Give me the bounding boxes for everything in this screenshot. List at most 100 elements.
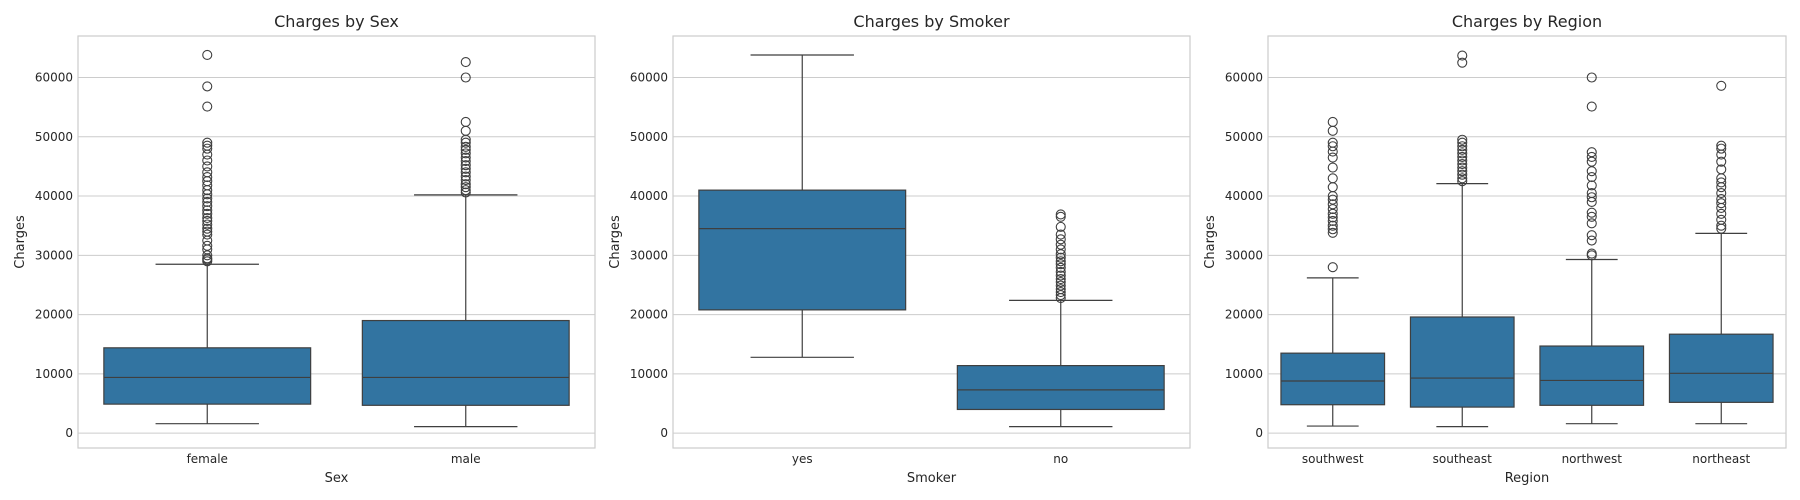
outlier-point — [1586, 207, 1597, 218]
outlier-point — [1055, 262, 1066, 273]
iqr-box — [698, 189, 907, 311]
x-tick-label-southeast: southeast — [1433, 452, 1492, 466]
outlier-point — [1055, 274, 1066, 285]
x-tick-label-northwest: northwest — [1562, 452, 1623, 466]
outlier-point — [1716, 80, 1727, 91]
y-tick-label: 10000 — [35, 367, 73, 381]
outlier-point — [1716, 198, 1727, 209]
outlier-point — [460, 167, 471, 178]
y-tick-label: 0 — [660, 426, 668, 440]
y-tick-label: 60000 — [630, 70, 668, 84]
y-tick-label: 20000 — [35, 308, 73, 322]
box-northeast — [1668, 80, 1774, 425]
box-southwest — [1280, 116, 1386, 427]
outlier-point — [1586, 180, 1597, 191]
chart-panel-3: 0 10000 20000 30000 40000 50000 60000 southwest… — [1203, 12, 1787, 486]
chart-title: Charges by Region — [1452, 12, 1602, 31]
outlier-point — [202, 101, 213, 112]
outlier-point — [460, 116, 471, 128]
outlier-point — [1327, 227, 1338, 238]
outlier-point — [202, 223, 213, 234]
outlier-point — [1457, 151, 1468, 162]
outlier-point — [202, 155, 213, 166]
outlier-point — [1327, 137, 1338, 148]
outlier-point — [1457, 162, 1468, 173]
x-tick-label-no: no — [1053, 452, 1068, 466]
outlier-point — [1586, 101, 1597, 112]
outlier-point — [1716, 208, 1727, 219]
outlier-point — [202, 167, 213, 178]
iqr-box — [1280, 352, 1386, 406]
outlier-point — [1457, 176, 1468, 187]
y-axis-label: Charges — [608, 215, 623, 269]
y-tick-label: 40000 — [1225, 189, 1263, 203]
outlier-point — [1716, 188, 1727, 199]
y-tick-label: 50000 — [630, 130, 668, 144]
outlier-point — [1716, 177, 1727, 188]
outlier-point — [460, 72, 471, 83]
iqr-box — [1668, 333, 1774, 403]
outlier-point — [1457, 166, 1468, 177]
outlier-point — [460, 156, 471, 167]
y-tick-label: 20000 — [1225, 308, 1263, 322]
outlier-point — [1055, 266, 1066, 277]
outlier-point — [1457, 158, 1468, 170]
outlier-point — [1055, 276, 1066, 288]
outlier-point — [1055, 284, 1066, 295]
outlier-point — [202, 208, 213, 219]
outlier-point — [1327, 141, 1338, 152]
y-tick-label: 30000 — [1225, 248, 1263, 262]
outlier-point — [460, 144, 471, 155]
outlier-point — [1457, 169, 1468, 180]
outlier-point — [202, 143, 213, 154]
outlier-point — [202, 193, 213, 204]
x-tick-label-southwest: southwest — [1302, 452, 1364, 466]
outlier-point — [1586, 188, 1597, 199]
outlier-point — [460, 187, 471, 198]
iqr-box — [103, 347, 312, 405]
y-tick-label: 0 — [65, 426, 73, 440]
outlier-point — [1716, 164, 1727, 175]
outlier-point — [202, 180, 213, 191]
outlier-point — [1055, 221, 1066, 232]
outlier-point — [1457, 137, 1468, 148]
outlier-point — [1055, 211, 1066, 222]
outlier-point — [1457, 155, 1468, 166]
chart-title: Charges by Sex — [274, 12, 399, 31]
chart-title: Charges by Smoker — [853, 12, 1010, 31]
outlier-point — [1716, 193, 1727, 205]
y-tick-label: 60000 — [35, 70, 73, 84]
outlier-point — [1055, 252, 1066, 263]
outlier-point — [1327, 182, 1338, 193]
outlier-point — [1457, 144, 1468, 155]
outlier-point — [1586, 211, 1597, 222]
outlier-point — [202, 226, 213, 237]
outlier-point — [1716, 220, 1727, 231]
outlier-point — [1716, 156, 1727, 167]
box-yes — [698, 54, 907, 358]
outlier-point — [1586, 172, 1597, 183]
outlier-point — [1586, 230, 1597, 241]
x-axis-label: Sex — [325, 471, 349, 486]
y-tick-label: 60000 — [1225, 70, 1263, 84]
outlier-point — [1055, 209, 1066, 220]
outlier-point — [202, 215, 213, 227]
x-axis-label: Region — [1505, 471, 1550, 486]
y-tick-label: 50000 — [1225, 130, 1263, 144]
outlier-point — [1327, 262, 1338, 273]
x-tick-label-female: female — [187, 452, 228, 466]
outlier-point — [202, 137, 213, 148]
y-axis-label: Charges — [13, 215, 28, 269]
outlier-point — [202, 219, 213, 230]
plot-frame — [1267, 35, 1787, 449]
outlier-point — [460, 152, 471, 163]
x-tick-label-male: male — [451, 452, 481, 466]
outlier-point — [460, 137, 471, 148]
x-tick-label-yes: yes — [792, 452, 813, 466]
outlier-point — [1055, 229, 1066, 240]
outlier-point — [1327, 162, 1338, 173]
outlier-point — [1716, 214, 1727, 225]
iqr-box — [1409, 316, 1515, 408]
outlier-point — [460, 179, 471, 190]
